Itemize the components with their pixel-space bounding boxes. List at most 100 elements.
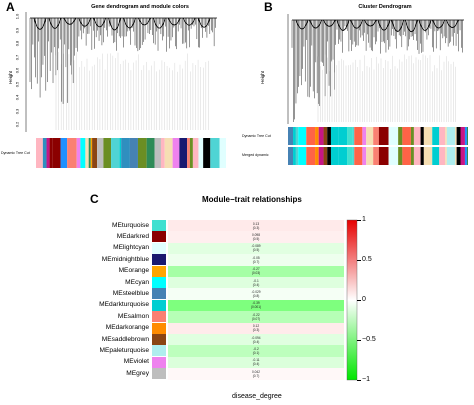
colorbar-tick-mark [357, 340, 361, 341]
panel-a-cluster [63, 17, 77, 25]
panel-a-strip-segment [42, 138, 47, 168]
heatmap-row-label: MEdarkred [116, 232, 149, 240]
heatmap-row-label: MEgrey [126, 369, 149, 377]
panel-b-strip-dynamic-segment [362, 127, 367, 145]
panel-b-strip-merged-segment [456, 147, 461, 165]
panel-a-strip-segment [192, 138, 199, 168]
panel-a-ytick: 0.7 [14, 54, 20, 60]
panel-b-strip-merged-segment [298, 147, 307, 165]
panel-b-strip-dynamic-segment [318, 127, 324, 145]
panel-a-strip-segment [219, 138, 226, 168]
heatmap-cell [168, 242, 344, 255]
panel-letter-b: B [264, 0, 273, 14]
panel-b-cluster [322, 19, 336, 27]
panel-b-strip-label-merged: Merged dynamic [242, 153, 269, 157]
panel-b-strip-dynamic-segment [338, 127, 348, 145]
heatmap-cell-pvalue: (0.3) [252, 225, 260, 230]
panel-a-cluster [152, 17, 166, 29]
panel-b-strip-dynamic-segment [347, 127, 353, 145]
heatmap-row-label: MEorange [118, 267, 149, 275]
heatmap-cell-pvalue: (0.5) [252, 248, 260, 253]
heatmap-cell-corr: 0.13 [252, 221, 260, 226]
heatmap-cell-value: -0.029 (0.8) [168, 290, 344, 298]
panel-a-strip-segment [111, 138, 120, 168]
panel-a-strip-segment [76, 138, 81, 168]
heatmap-module-swatch [152, 254, 166, 266]
panel-a-strip-segment [46, 138, 50, 168]
heatmap-title: Module−trait relationships [202, 195, 302, 204]
heatmap-cell [168, 299, 344, 312]
heatmap-cell-value: 0.042 (0.7) [168, 370, 344, 378]
panel-a-strip-segment [160, 138, 165, 168]
panel-b-cluster [404, 19, 418, 33]
panel-b-strip-merged-segment [464, 147, 467, 165]
panel-b-strip-dynamic-segment [398, 127, 403, 145]
colorbar-tick-label: 1 [362, 216, 366, 223]
panel-a-strip-segment [172, 138, 180, 168]
heatmap-cell-corr: -0.1 [253, 278, 259, 283]
panel-a-strip-segment [210, 138, 220, 168]
heatmap-module-swatch [152, 334, 166, 345]
panel-b-strip-merged-segment [338, 147, 348, 165]
panel-a-strip-segment [88, 138, 91, 168]
panel-b-strip-merged-segment [323, 147, 328, 165]
panel-a-cluster [197, 17, 211, 28]
panel-a-ytick: 0.5 [14, 81, 20, 87]
panel-b-strip-merged-segment [413, 147, 421, 165]
heatmap-cell-corr: -0.27 [252, 267, 260, 272]
colorbar-tick-label: −0.5 [362, 336, 376, 343]
heatmap-row-label: MEmidnightblue [101, 255, 149, 263]
heatmap-cell-corr: -0.22 [252, 312, 260, 317]
panel-b-strip-dynamic-segment [315, 127, 319, 145]
panel-a-strip-segment [154, 138, 161, 168]
heatmap-cell-value: 0.12 (0.3) [168, 324, 344, 332]
panel-b-strip-merged-segment [315, 147, 319, 165]
panel-b-cluster [336, 19, 350, 31]
heatmap-module-swatch [152, 368, 166, 380]
panel-letter-c: C [90, 192, 99, 206]
panel-a-ytick: 1.0 [14, 13, 20, 20]
panel-b-strip-dynamic-segment [352, 127, 355, 145]
heatmap-cell-pvalue: (0.1) [252, 350, 260, 355]
heatmap-cell [168, 311, 344, 323]
colorbar-tick-label: 0 [362, 296, 366, 303]
colorbar-tick-label: 0.5 [362, 256, 372, 263]
heatmap-module-swatch [152, 220, 166, 231]
heatmap-cell-corr: -0.05 [252, 255, 260, 260]
heatmap-module-swatch [152, 231, 166, 243]
panel-b-strip-merged-segment [330, 147, 339, 165]
panel-a-cluster [167, 17, 181, 26]
panel-b-strip-merged-segment [466, 147, 468, 165]
heatmap-cell [168, 254, 344, 266]
heatmap-row-label: MEpaleturquoise [99, 346, 149, 354]
panel-b-strip-dynamic-segment [402, 127, 411, 145]
panel-b-strip-dynamic-segment [373, 127, 379, 145]
panel-b-strip-dynamic-segment [446, 127, 456, 145]
panel-a-strip-segment [164, 138, 173, 168]
panel-b-strip-dynamic-segment [456, 127, 461, 145]
heatmap-cell-corr: 0.042 [252, 369, 260, 374]
panel-b-strip-dynamic-segment [378, 127, 389, 145]
heatmap-row-label: MEsalmon [117, 312, 149, 320]
heatmap-cell-value: 0.098 (0.5) [168, 233, 344, 241]
panel-b-strip-dynamic-segment [327, 127, 331, 145]
panel-b-strip-dynamic-segment [306, 127, 316, 145]
panel-b-strip-merged-segment [354, 147, 363, 165]
heatmap-cell-pvalue: (0.03) [251, 271, 261, 276]
colorbar-tick-mark [357, 260, 361, 261]
heatmap-row-label: MEturquoise [111, 221, 149, 229]
panel-b-strip-merged-segment [378, 147, 389, 165]
heatmap-cell-pvalue: (0.4) [252, 282, 260, 287]
panel-a-cluster [108, 17, 122, 31]
panel-b: B Cluster Dendrogram Height 1.00.90.80.7… [240, 0, 474, 175]
panel-a-strip-segment [121, 138, 130, 168]
panel-b-title: Cluster Dendrogram [358, 4, 412, 10]
panel-b-strip-dynamic-segment [295, 127, 299, 145]
panel-b-strip-dynamic-segment [439, 127, 446, 145]
heatmap-row-label: MEsteelblue [112, 289, 149, 297]
heatmap-cell [168, 345, 344, 357]
heatmap-module-swatch [152, 322, 166, 334]
heatmap-cell [168, 231, 344, 243]
panel-b-strip-dynamic-segment [330, 127, 339, 145]
panel-b-strip-merged-segment [410, 147, 414, 165]
